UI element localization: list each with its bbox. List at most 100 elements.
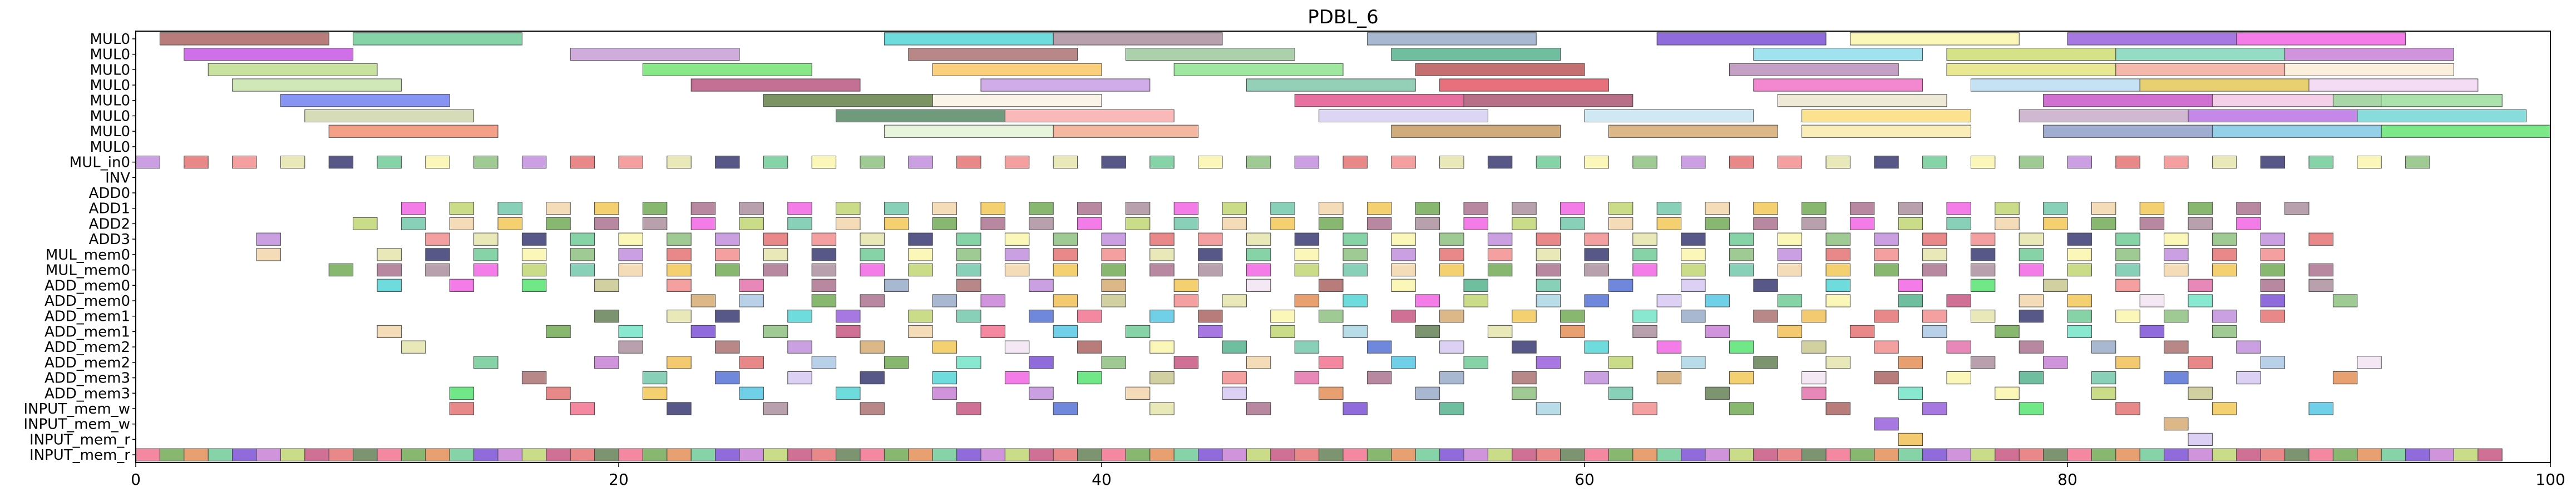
op-bar: [2260, 232, 2286, 246]
op-bar: [1173, 294, 1199, 307]
op-bar: [401, 448, 426, 461]
op-bar: [1536, 448, 1561, 461]
task-bar: [1802, 125, 1971, 138]
op-bar: [1366, 371, 1392, 385]
task-bar: [2115, 63, 2286, 76]
op-bar: [1173, 448, 1199, 461]
op-bar: [1053, 325, 1078, 338]
task-bar: [2381, 125, 2551, 138]
op-bar: [618, 232, 643, 246]
task-bar: [2284, 48, 2454, 61]
op-bar: [449, 402, 475, 415]
y-tick-labels: MUL0MUL0MUL0MUL0MUL0MUL0MUL0MUL0MUL_in0I…: [23, 31, 136, 464]
op-bar: [1149, 448, 1175, 461]
op-bar: [715, 156, 740, 169]
op-bar: [2357, 448, 2382, 461]
op-bar: [908, 448, 933, 461]
op-bar: [1536, 248, 1561, 261]
op-bar: [1487, 325, 1513, 338]
op-bar: [1270, 217, 1295, 230]
op-bar: [956, 448, 981, 461]
op-bar: [401, 340, 426, 354]
op-bar: [449, 217, 475, 230]
op-bar: [1198, 264, 1223, 277]
op-bar: [2453, 448, 2479, 461]
op-bar: [1632, 264, 1657, 277]
task-bar: [1004, 109, 1175, 123]
op-bar: [1004, 340, 1030, 354]
op-bar: [1198, 325, 1223, 338]
op-bar: [884, 356, 909, 369]
op-bar: [956, 279, 981, 292]
op-bar: [1463, 294, 1488, 307]
op-bar: [739, 386, 764, 400]
op-bar: [667, 448, 692, 461]
op-bar: [546, 202, 571, 215]
op-bar: [2067, 248, 2092, 261]
op-bar: [1729, 232, 1754, 246]
op-bar: [908, 248, 933, 261]
op-bar: [1705, 294, 1730, 307]
task-bar: [1173, 63, 1344, 76]
op-bar: [1029, 217, 1054, 230]
op-bar: [1270, 448, 1295, 461]
op-bar: [811, 264, 837, 277]
op-bar: [1729, 264, 1754, 277]
op-bar: [2139, 294, 2165, 307]
op-bar: [1970, 264, 1996, 277]
op-bar: [739, 217, 764, 230]
task-bar: [2236, 32, 2406, 46]
task-bar: [1246, 78, 1416, 92]
op-bar: [425, 264, 450, 277]
op-bar: [232, 448, 257, 461]
op-bar: [1922, 310, 1947, 323]
y-tick-label: ADD0: [89, 185, 130, 202]
task-bar: [1463, 94, 1634, 107]
op-bar: [1777, 448, 1803, 461]
task-bar: [1415, 63, 1585, 76]
op-bar: [739, 356, 764, 369]
op-bar: [256, 448, 281, 461]
op-bar: [908, 264, 933, 277]
op-bar: [2212, 448, 2237, 461]
op-bar: [836, 202, 861, 215]
y-tick-label: MUL0: [90, 123, 131, 140]
op-bar: [1584, 340, 1609, 354]
op-bar: [1777, 325, 1803, 338]
op-bar: [328, 448, 354, 461]
op-bar: [1439, 248, 1464, 261]
y-tick-label: ADD_mem0: [45, 293, 130, 310]
op-bar: [1366, 340, 1392, 354]
op-bar: [690, 325, 716, 338]
op-bar: [2212, 310, 2237, 323]
op-bar: [473, 448, 499, 461]
op-bar: [2067, 310, 2092, 323]
op-bar: [932, 202, 958, 215]
op-bar: [1849, 202, 1875, 215]
op-bar: [1415, 217, 1440, 230]
op-bar: [1705, 386, 1730, 400]
op-bar: [570, 156, 595, 169]
op-bar: [908, 310, 933, 323]
op-bar: [908, 232, 933, 246]
op-bar: [2236, 448, 2261, 461]
op-bar: [1439, 264, 1464, 277]
op-bar: [1898, 448, 1923, 461]
op-bar: [1753, 279, 1778, 292]
op-bar: [787, 310, 812, 323]
op-bar: [1149, 402, 1175, 415]
op-bar: [1487, 264, 1513, 277]
op-bar: [2115, 402, 2140, 415]
op-bar: [1898, 386, 1923, 400]
op-bar: [763, 232, 788, 246]
y-tick-label: ADD_mem1: [45, 309, 130, 325]
op-bar: [1995, 325, 2020, 338]
op-bar: [1101, 156, 1126, 169]
op-bar: [932, 371, 958, 385]
op-bar: [1898, 279, 1923, 292]
op-bar: [884, 202, 909, 215]
op-bar: [2019, 294, 2044, 307]
task-bar: [280, 94, 450, 107]
op-bar: [2357, 356, 2382, 369]
